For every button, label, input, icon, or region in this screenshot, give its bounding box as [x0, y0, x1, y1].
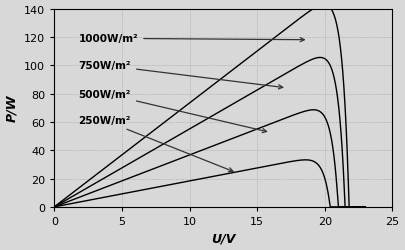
Text: 1000W/m²: 1000W/m²: [79, 34, 304, 44]
Text: 750W/m²: 750W/m²: [79, 61, 283, 90]
Text: 500W/m²: 500W/m²: [79, 89, 266, 133]
Y-axis label: P/W: P/W: [6, 94, 19, 122]
X-axis label: U/V: U/V: [211, 232, 236, 244]
Text: 250W/m²: 250W/m²: [79, 116, 233, 172]
